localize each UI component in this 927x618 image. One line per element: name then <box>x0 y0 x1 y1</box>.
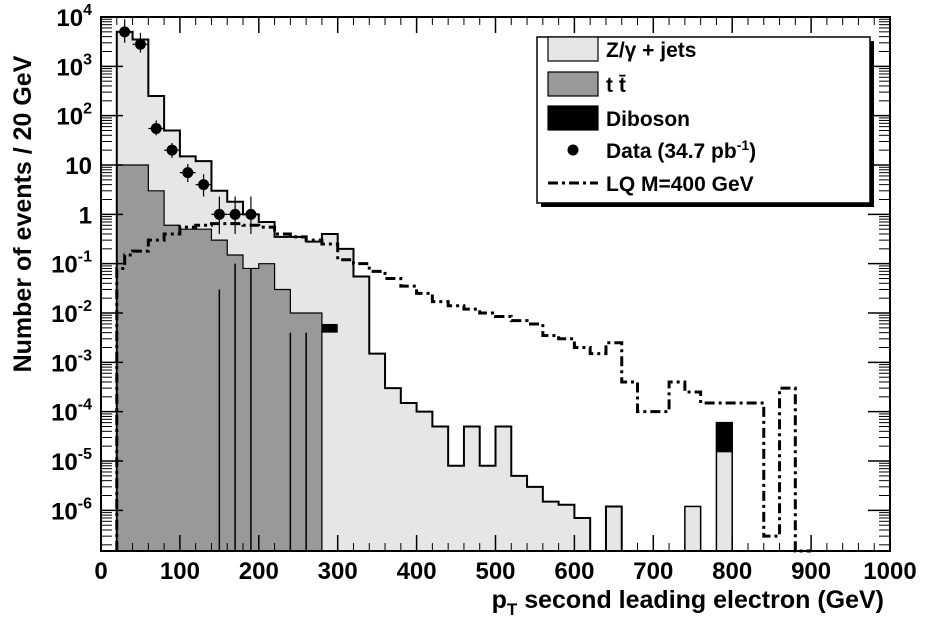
ttbar-bar <box>132 165 149 551</box>
y-tick-label: 1 <box>79 202 92 229</box>
x-tick-label: 100 <box>160 558 200 585</box>
zjets-bar <box>574 517 591 551</box>
x-tick-label: 400 <box>397 558 437 585</box>
y-tick-label: 10-6 <box>51 495 92 525</box>
ttbar-bar <box>116 165 133 551</box>
y-tick-label: 10-1 <box>51 249 92 279</box>
data-point <box>198 179 210 191</box>
legend-label-diboson: Diboson <box>606 108 690 131</box>
y-tick-label: 102 <box>56 101 92 131</box>
zjets-bar <box>527 486 544 551</box>
legend-label-data: Data (34.7 pb-1) <box>606 137 756 163</box>
axis-layer: 0 100 200 300 400 500 600 700 800 900 1000 10-6 10-5… <box>51 2 917 585</box>
y-tick-label: 10-5 <box>51 446 92 476</box>
x-axis-title: pT second leading electron (GeV) <box>492 586 884 618</box>
ttbar-bar <box>258 263 275 551</box>
ttbar-bar <box>274 289 291 551</box>
y-tick-label: 104 <box>56 2 92 32</box>
zjets-bar <box>321 233 339 551</box>
zjets-bar <box>558 504 575 551</box>
x-tick-label: 800 <box>712 558 752 585</box>
legend-label-ttbar: t t̄ <box>606 74 626 97</box>
zjets-bar <box>369 353 386 551</box>
x-tick-label: 200 <box>239 558 279 585</box>
zjets-bar <box>605 506 623 551</box>
diboson-bar <box>321 323 338 333</box>
ttbar-bar <box>306 313 323 551</box>
x-tick-label: 500 <box>475 558 515 585</box>
zjets-bar <box>511 475 528 551</box>
y-tick-label: 10 <box>65 153 92 180</box>
legend-label-zjets: Z/γ + jets <box>606 39 696 62</box>
legend-swatch-ttbar <box>547 71 599 97</box>
legend-swatch-data <box>567 144 579 156</box>
zjets-bar <box>463 426 481 551</box>
zjets-bar <box>385 388 402 551</box>
x-tick-label: 300 <box>318 558 358 585</box>
data-point <box>150 122 162 134</box>
data-point <box>213 208 225 220</box>
zjets-bar <box>432 426 449 551</box>
ttbar-bar <box>195 229 212 551</box>
data-point <box>134 38 146 50</box>
zjets-bar <box>353 276 370 551</box>
x-tick-label: 600 <box>554 558 594 585</box>
y-tick-label: 10-3 <box>51 347 92 377</box>
zjets-bar <box>479 465 496 551</box>
zjets-bar <box>337 248 354 551</box>
lq-signal-line <box>115 222 812 553</box>
zjets-bar <box>684 505 702 552</box>
x-tick-label: 900 <box>791 558 831 585</box>
zjets-bar <box>400 402 417 551</box>
zjets-bar <box>448 465 465 551</box>
y-tick-label: 10-4 <box>51 397 92 427</box>
zjets-bar <box>542 501 560 551</box>
legend-label-lq: LQ M=400 GeV <box>606 173 754 196</box>
data-point <box>119 26 131 38</box>
y-axis-title: Number of events / 20 GeV <box>9 55 37 372</box>
zjets-bar <box>416 411 433 551</box>
x-tick-label: 700 <box>633 558 673 585</box>
y-tick-label: 103 <box>56 51 92 81</box>
ttbar-bar <box>290 313 307 551</box>
histogram-layer <box>115 19 812 553</box>
data-point <box>229 208 241 220</box>
data-point <box>166 144 178 156</box>
x-tick-label: 1000 <box>863 558 916 585</box>
zjets-outline <box>115 30 638 552</box>
x-tick-label: 0 <box>94 558 107 585</box>
zjets-bar <box>495 426 512 551</box>
legend-swatch-zjets <box>547 36 599 62</box>
ttbar-bar <box>164 225 181 551</box>
diboson-bar <box>716 422 733 453</box>
data-point <box>182 167 194 179</box>
legend-swatch-diboson <box>547 105 599 131</box>
data-point <box>245 208 257 220</box>
ttbar-bar <box>179 229 197 551</box>
y-tick-label: 10-2 <box>51 298 92 328</box>
legend: Z/γ + jets t t̄ Diboson Data (34.7 pb-1) LQ … <box>536 36 874 207</box>
ttbar-bar <box>148 190 165 552</box>
ttbar-outline <box>116 164 338 552</box>
